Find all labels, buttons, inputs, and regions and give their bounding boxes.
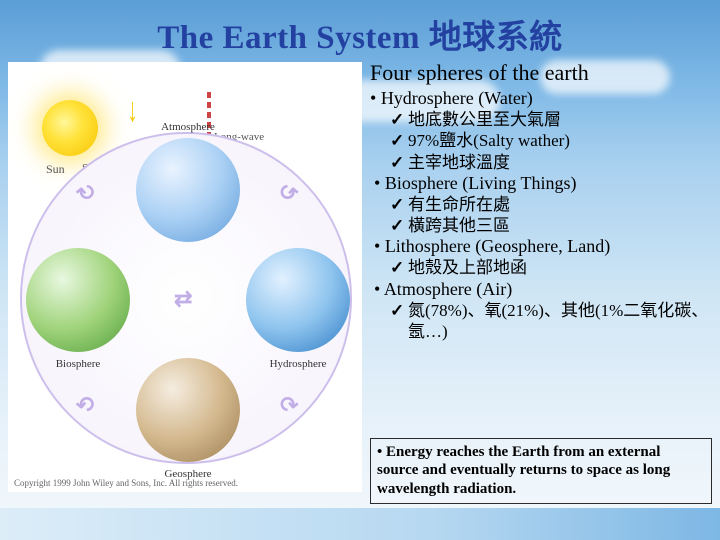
cycle-arrow-icon: ⇄ [174, 286, 192, 312]
sphere-heading-atmosphere: • Atmosphere (Air) [370, 279, 716, 300]
sphere-heading-hydrosphere: • Hydrosphere (Water) [370, 88, 716, 109]
node-biosphere-label: Biosphere [56, 358, 101, 370]
content-heading: Four spheres of the earth [370, 60, 716, 86]
list-item: 97%鹽水(Salty wather) [370, 130, 716, 151]
node-hydrosphere: Hydrosphere [246, 248, 350, 352]
diagram-copyright: Copyright 1999 John Wiley and Sons, Inc.… [14, 478, 238, 488]
list-item: 有生命所在處 [370, 194, 716, 215]
cycle-arrow-icon: ↻ [72, 177, 103, 209]
text-content: Four spheres of the earth • Hydrosphere … [370, 60, 716, 342]
node-atmosphere-label: Atmosphere [161, 121, 215, 133]
cycle-arrow-icon: ↺ [272, 177, 303, 209]
sun-label: Sun [46, 162, 65, 177]
list-item: 地底數公里至大氣層 [370, 109, 716, 130]
list-item: 氮(78%)、氧(21%)、其他(1%二氧化碳、氬…) [370, 300, 716, 343]
sphere-heading-biosphere: • Biosphere (Living Things) [370, 173, 716, 194]
sphere-heading-lithosphere: • Lithosphere (Geosphere, Land) [370, 236, 716, 257]
footer-gradient [0, 508, 720, 540]
energy-note-box: • Energy reaches the Earth from an exter… [370, 438, 712, 504]
sphere-cycle-ring: Atmosphere Biosphere Hydrosphere Geosphe… [20, 132, 352, 464]
cycle-arrow-icon: ↻ [272, 387, 303, 419]
node-atmosphere: Atmosphere [136, 138, 240, 242]
node-biosphere: Biosphere [26, 248, 130, 352]
energy-note-text: • Energy reaches the Earth from an exter… [377, 443, 705, 498]
shortwave-arrow-icon: ↓ [127, 92, 137, 130]
cycle-arrow-icon: ↺ [72, 387, 103, 419]
earth-system-diagram: Sun ↓ Short-waveradiation Long-waveradia… [8, 62, 362, 492]
sun-icon [42, 100, 98, 156]
list-item: 主宰地球溫度 [370, 152, 716, 173]
node-hydrosphere-label: Hydrosphere [270, 358, 327, 370]
list-item: 地殼及上部地函 [370, 257, 716, 278]
page-title: The Earth System 地球系統 [0, 10, 720, 58]
list-item: 橫跨其他三區 [370, 215, 716, 236]
node-geosphere: Geosphere [136, 358, 240, 462]
